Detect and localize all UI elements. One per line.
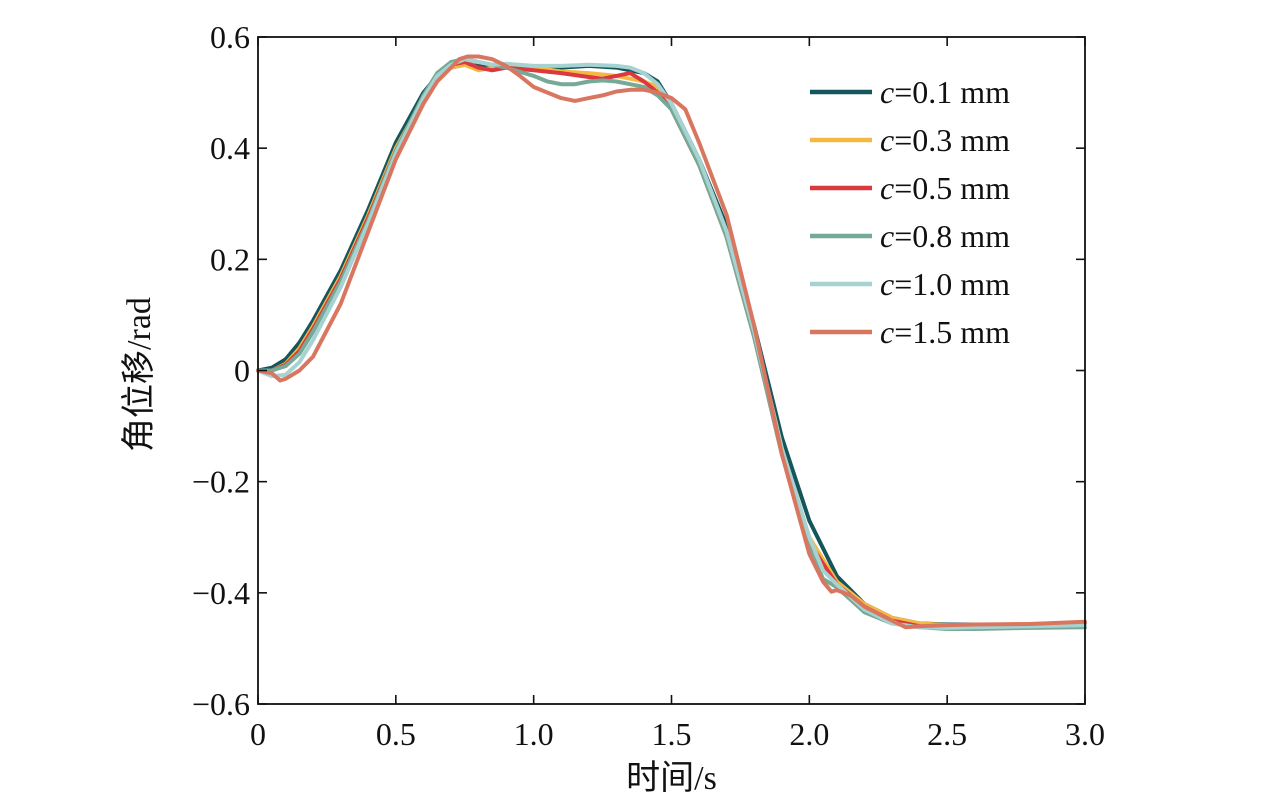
- y-tick-label: −0.6: [192, 686, 250, 722]
- x-tick-label: 1.0: [514, 716, 554, 752]
- legend-label-6: c=1.5 mm: [880, 314, 1010, 350]
- x-tick-label: 2.0: [789, 716, 829, 752]
- series-line-5: [256, 57, 1087, 630]
- y-tick-label: 0.6: [210, 19, 250, 55]
- x-tick-label: 2.5: [927, 716, 967, 752]
- x-tick-label: 0.5: [376, 716, 416, 752]
- series-lines: [256, 54, 1087, 631]
- x-tick-label: 3.0: [1065, 716, 1105, 752]
- legend-label-5: c=1.0 mm: [880, 266, 1010, 302]
- y-axis-title: 角位移/rad: [120, 297, 158, 452]
- legend: c=0.1 mm c=0.3 mm c=0.5 mm c=0.8 mm c=1.0 mm…: [810, 74, 1010, 350]
- legend-label-3: c=0.5 mm: [880, 170, 1010, 206]
- x-tick-label: 0: [250, 716, 266, 752]
- legend-label-2: c=0.3 mm: [880, 122, 1010, 158]
- y-tick-label: −0.4: [192, 575, 250, 611]
- legend-label-4: c=0.8 mm: [880, 218, 1010, 254]
- y-tick-label: 0.4: [210, 130, 250, 166]
- y-tick-label: −0.2: [192, 464, 250, 500]
- x-axis-title: 时间/s: [626, 760, 717, 797]
- y-tick-label: 0: [234, 353, 250, 389]
- series-line-6: [256, 54, 1087, 630]
- x-tick-label: 1.5: [652, 716, 692, 752]
- y-tick-label: 0.2: [210, 241, 250, 277]
- axis-ticks: 0 0.5 1.0 1.5 2.0 2.5 3.0 −0.6 −0.4 −0.2 0 0.2 0.4 0.…: [192, 19, 1105, 752]
- legend-label-1: c=0.1 mm: [880, 74, 1010, 110]
